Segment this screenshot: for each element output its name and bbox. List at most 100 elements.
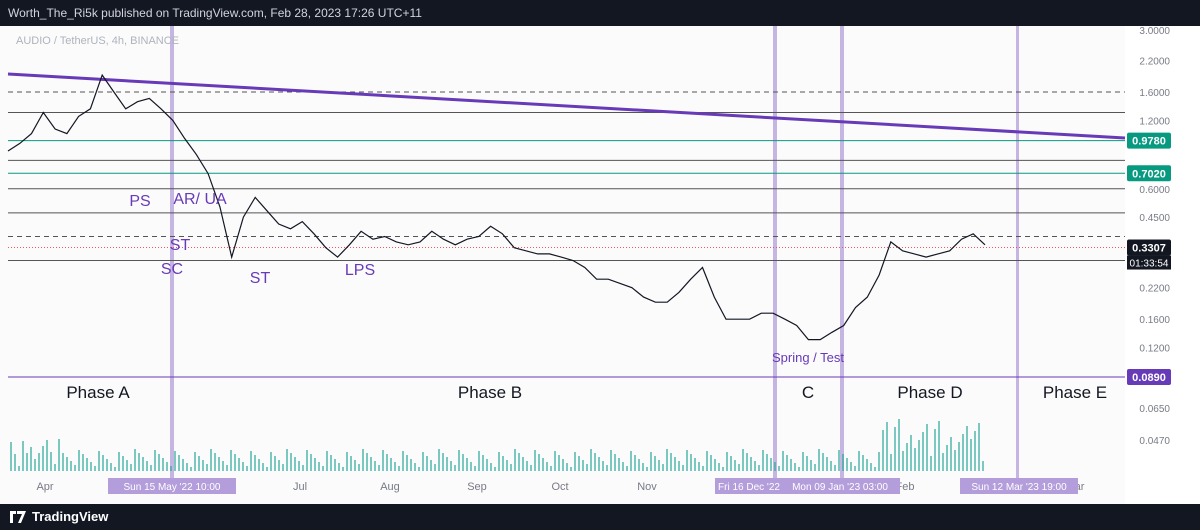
volume-bar — [326, 451, 328, 471]
time-range-label: Sun 12 Mar '23 19:00 — [971, 482, 1067, 493]
volume-bar — [238, 458, 240, 471]
price-tick-label: 3.0000 — [1139, 26, 1170, 37]
volume-bar — [866, 459, 868, 471]
volume-bar — [526, 461, 528, 471]
volume-bar — [514, 449, 516, 471]
volume-bar — [94, 466, 96, 471]
volume-bar — [930, 456, 932, 471]
volume-bar — [658, 460, 660, 471]
volume-bar — [430, 460, 432, 471]
volume-bar — [398, 466, 400, 471]
volume-bar — [674, 457, 676, 471]
phase-band — [773, 26, 777, 481]
volume-bar — [466, 458, 468, 471]
volume-bar — [114, 467, 116, 471]
time-tick-label: Nov — [637, 481, 657, 493]
volume-bar — [510, 464, 512, 471]
volume-bar — [366, 453, 368, 471]
volume-bar — [454, 465, 456, 471]
volume-bar — [438, 449, 440, 471]
price-tick-label: 0.6000 — [1139, 185, 1170, 196]
volume-bar — [334, 459, 336, 471]
volume-bar — [294, 457, 296, 471]
volume-bar — [690, 454, 692, 471]
volume-bar — [586, 464, 588, 471]
volume-bar — [74, 465, 76, 471]
price-line — [7, 73, 986, 341]
time-range-tag — [108, 478, 236, 494]
volume-bar — [102, 455, 104, 471]
volume-bar — [306, 450, 308, 471]
volume-bar — [66, 457, 68, 471]
volume-bar — [450, 461, 452, 471]
volume-bar — [790, 459, 792, 471]
price-tick-label: 0.0650 — [1139, 404, 1170, 415]
volume-bar — [550, 466, 552, 471]
volume-bar — [914, 448, 916, 471]
volume-bar — [750, 457, 752, 471]
volume-bar — [778, 466, 780, 471]
volume-bar — [534, 450, 536, 471]
volume-bar — [110, 463, 112, 471]
volume-bar — [718, 463, 720, 471]
volume-bar — [950, 437, 952, 471]
volume-bar — [966, 426, 968, 471]
volume-bar — [354, 460, 356, 471]
price-tag — [1127, 239, 1171, 256]
volume-bar — [362, 449, 364, 471]
volume-bar — [710, 455, 712, 471]
volume-bar — [502, 456, 504, 471]
volume-bar — [78, 450, 80, 471]
volume-bar — [746, 453, 748, 471]
descending-trendline — [7, 72, 1126, 140]
volume-bar — [654, 456, 656, 471]
volume-bar — [14, 454, 16, 471]
volume-bar — [938, 421, 940, 471]
volume-bar — [406, 455, 408, 471]
volume-bar — [638, 459, 640, 471]
volume-bar — [762, 450, 764, 471]
price-chart[interactable]: PS AR/ UA ST SC ST LPS Spring / Test Phase A Ph… — [0, 26, 1200, 504]
volume-bar — [10, 442, 12, 471]
volume-bar — [670, 453, 672, 471]
volume-bar — [838, 450, 840, 471]
volume-bar — [918, 440, 920, 471]
volume-bar — [730, 456, 732, 471]
wyckoff-annotation: ST — [170, 237, 191, 254]
volume-bar — [870, 463, 872, 471]
volume-bar — [18, 466, 20, 471]
volume-bar — [702, 466, 704, 471]
volume-bar — [810, 460, 812, 471]
volume-bar — [862, 455, 864, 471]
volume-bar — [122, 456, 124, 471]
volume-bar — [606, 465, 608, 471]
price-tick-label: 1.2000 — [1139, 116, 1170, 127]
volume-bar — [414, 463, 416, 471]
volume-bar — [246, 466, 248, 471]
phase-label: Phase E — [1043, 383, 1107, 402]
volume-bar — [222, 461, 224, 471]
price-tick-label: 0.1200 — [1139, 344, 1170, 355]
volume-bar — [290, 453, 292, 471]
volume-bar — [410, 459, 412, 471]
time-tick-label: Sep — [467, 481, 487, 493]
volume-bar — [842, 454, 844, 471]
volume-bar — [774, 462, 776, 471]
volume-bar — [154, 450, 156, 471]
volume-bar — [942, 453, 944, 471]
volume-bar — [722, 467, 724, 471]
price-tag — [1127, 132, 1171, 149]
volume-bar — [582, 460, 584, 471]
volume-bar — [874, 467, 876, 471]
volume-bar — [934, 429, 936, 471]
volume-bar — [130, 464, 132, 471]
volume-bar — [258, 459, 260, 471]
volume-bar — [310, 454, 312, 471]
volume-bar — [158, 454, 160, 471]
time-tick-label: Oct — [551, 481, 568, 493]
volume-bar — [982, 461, 984, 471]
volume-bar — [358, 464, 360, 471]
volume-bar — [206, 464, 208, 471]
volume-bar — [474, 466, 476, 471]
volume-bar — [462, 454, 464, 471]
